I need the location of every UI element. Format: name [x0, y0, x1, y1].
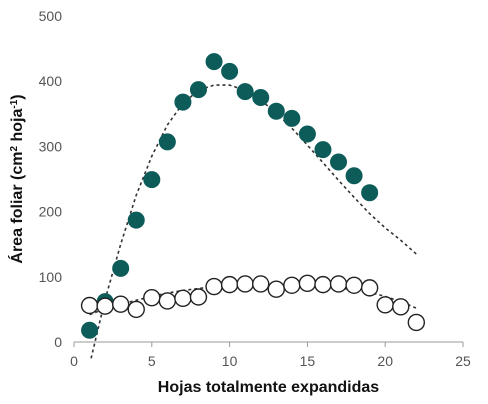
filled-data-point	[143, 171, 161, 189]
filled-data-point	[330, 153, 348, 171]
y-axis-title-main: Área foliar (cm	[7, 152, 26, 264]
open-data-point	[392, 298, 410, 316]
filled-data-point	[158, 133, 176, 151]
x-tick-label: 5	[148, 353, 156, 369]
open-data-point	[143, 288, 161, 307]
x-tick-label: 10	[222, 353, 238, 369]
y-tick-label: 500	[39, 8, 63, 24]
open-data-point	[96, 297, 114, 315]
open-data-point	[345, 276, 363, 294]
filled-data-point	[283, 109, 301, 127]
filled-data-point	[361, 184, 379, 202]
filled-data-point	[221, 62, 239, 80]
filled-data-point	[345, 167, 363, 185]
filled-data-point	[174, 93, 192, 111]
open-data-point	[220, 275, 239, 294]
open-data-point	[376, 296, 394, 314]
open-data-point	[205, 277, 223, 296]
open-data-point	[407, 313, 426, 332]
open-data-point	[80, 296, 99, 315]
open-data-point	[236, 275, 254, 293]
x-tick-label: 20	[377, 353, 393, 369]
y-tick-label: 0	[54, 334, 62, 350]
x-axis-ticks: 0 5 10 15 20 25	[70, 342, 471, 369]
y-tick-label: 400	[39, 73, 63, 89]
open-data-point	[329, 275, 348, 293]
open-data-point	[158, 292, 177, 310]
open-data-point	[189, 288, 208, 306]
filled-data-point	[252, 89, 270, 106]
filled-data-point	[236, 83, 254, 101]
y-axis-ticks: 0 100 200 300 400 500	[39, 8, 63, 350]
y-tick-label: 200	[39, 204, 63, 220]
filled-data-point	[267, 102, 285, 120]
filled-data-point	[112, 259, 130, 277]
x-axis: 0 5 10 15 20 25	[70, 341, 471, 369]
filled-data-point	[314, 141, 332, 159]
filled-data-point	[205, 53, 223, 71]
x-tick-label: 25	[455, 353, 471, 369]
open-data-point	[127, 300, 145, 319]
open-data-point	[252, 275, 270, 293]
x-tick-label: 0	[70, 353, 78, 369]
open-data-point	[111, 295, 130, 313]
y-axis-title-exponent-minus1: -1	[9, 99, 20, 108]
open-data-point	[314, 275, 332, 294]
open-data-point	[174, 289, 192, 308]
x-axis-title: Hojas totalmente expandidas	[158, 379, 379, 396]
open-data-point	[360, 279, 379, 297]
filled-data-point	[81, 321, 99, 339]
y-axis-title-unit: hoja	[9, 109, 26, 146]
open-data-point	[283, 276, 301, 294]
y-axis-title: Área foliar (cm2 hoja-1)	[7, 94, 26, 263]
open-data-point	[267, 280, 285, 298]
filled-data-point	[189, 81, 207, 99]
y-axis: 0 100 200 300 400 500	[39, 8, 63, 350]
filled-data-point	[298, 125, 316, 143]
open-data-point	[298, 274, 317, 293]
filled-data-point	[127, 211, 145, 229]
y-tick-label: 300	[39, 138, 63, 154]
y-axis-title-close: )	[9, 94, 26, 99]
y-tick-label: 100	[39, 269, 63, 285]
y-axis-title-exponent-2: 2	[9, 146, 20, 152]
x-tick-label: 15	[300, 353, 316, 369]
series-points	[80, 53, 426, 339]
